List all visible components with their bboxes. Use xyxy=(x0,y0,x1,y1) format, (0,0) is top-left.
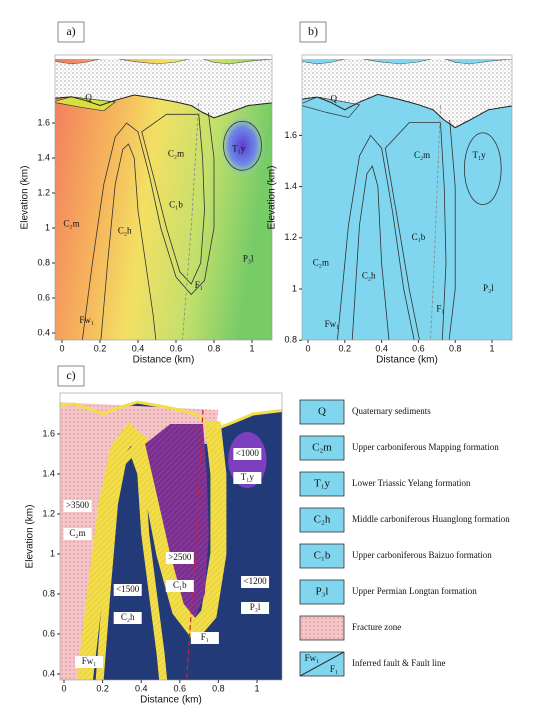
legend-text: Middle carboniferous Huanglong formation xyxy=(352,514,510,524)
y-axis-label: Elevation (km) xyxy=(25,505,36,569)
unit-label: P₃l xyxy=(250,602,261,612)
x-tick-label: 1 xyxy=(249,343,254,353)
y-tick-label: 1.6 xyxy=(284,130,297,140)
x-tick-label: 0.4 xyxy=(375,343,388,353)
x-tick-label: 0.2 xyxy=(339,343,352,353)
x-tick-label: 0.4 xyxy=(132,343,145,353)
y-tick-label: 1 xyxy=(50,548,55,558)
legend-text: Quaternary sediments xyxy=(352,406,431,416)
legend-symbol-text: Q xyxy=(318,406,326,418)
legend-symbol-text: C₂h xyxy=(314,514,331,526)
y-tick-label: 0.6 xyxy=(42,628,55,638)
unit-label: T₁y xyxy=(232,143,246,153)
unit-label: F₁ xyxy=(195,280,203,290)
unit-label: Fw₁ xyxy=(82,656,97,666)
legend-symbol-text: F₁ xyxy=(330,664,338,674)
legend-symbol-text: T₁y xyxy=(314,478,331,490)
y-tick-label: 0.8 xyxy=(37,257,50,267)
legend-text: Fracture zone xyxy=(352,622,401,632)
y-tick-label: 0.6 xyxy=(37,292,50,302)
legend-text: Lower Triassic Yelang formation xyxy=(352,478,471,488)
above-top xyxy=(55,55,272,59)
unit-label: C₂m xyxy=(313,257,329,267)
legend-symbol-text: C₁b xyxy=(314,550,331,562)
unit-label: C₁b xyxy=(173,580,187,590)
unit-label: Q xyxy=(85,93,92,103)
unit-label: C₂m xyxy=(69,528,85,538)
unit-label: C₂h xyxy=(121,612,135,622)
x-tick-label: 0.6 xyxy=(412,343,425,353)
y-axis-label: Elevation (km) xyxy=(267,166,278,230)
x-tick-label: 0.2 xyxy=(94,343,107,353)
x-tick-label: 0.8 xyxy=(208,343,221,353)
x-axis-label: Distance (km) xyxy=(140,695,202,706)
y-tick-label: 1.2 xyxy=(37,187,50,197)
unit-label: >2500 xyxy=(168,552,192,562)
y-tick-label: 1.4 xyxy=(42,468,55,478)
unit-label: T₁y xyxy=(241,472,255,482)
x-tick-label: 0.4 xyxy=(135,683,148,693)
legend-symbol-text: Fw₁ xyxy=(305,653,320,663)
y-tick-label: 1.2 xyxy=(284,232,297,242)
unit-label: Fw₁ xyxy=(79,315,94,325)
unit-label: P₃l xyxy=(243,254,254,264)
unit-label: C₂h xyxy=(118,226,132,236)
x-tick-label: 0.8 xyxy=(212,683,225,693)
y-tick-label: 1 xyxy=(45,222,50,232)
panel-c xyxy=(54,393,287,694)
unit-label: <1000 xyxy=(236,448,260,458)
unit-label: >3500 xyxy=(66,500,90,510)
x-tick-label: 0.8 xyxy=(449,343,462,353)
unit-label: F₁ xyxy=(201,632,209,642)
unit-label: T₁y xyxy=(473,150,487,160)
y-tick-label: 0.8 xyxy=(284,335,297,345)
unit-label: C₂m xyxy=(414,150,430,160)
y-tick-label: 1.2 xyxy=(42,508,55,518)
x-tick-label: 0.6 xyxy=(170,343,183,353)
unit-label: F₁ xyxy=(436,304,444,314)
unit-label: P₃l xyxy=(483,283,494,293)
legend-text: Upper carboniferous Baizuo formation xyxy=(352,550,492,560)
unit-label: C₁b xyxy=(169,199,183,209)
unit-label: C₂m xyxy=(63,219,79,229)
y-tick-label: 1.6 xyxy=(37,117,50,127)
y-tick-label: 1 xyxy=(292,283,297,293)
legend-symbol-text: P₃l xyxy=(315,586,328,598)
unit-label: C₁b xyxy=(412,232,426,242)
legend-symbol xyxy=(300,616,344,640)
x-tick-label: 0 xyxy=(59,343,64,353)
above-top xyxy=(302,55,512,59)
unit-label: <1500 xyxy=(116,584,140,594)
x-tick-label: 0.6 xyxy=(174,683,187,693)
y-tick-label: 0.4 xyxy=(37,327,50,337)
y-tick-label: 0.4 xyxy=(42,668,55,678)
y-tick-label: 1.4 xyxy=(37,152,50,162)
y-axis-label: Elevation (km) xyxy=(20,166,31,230)
x-axis-label: Distance (km) xyxy=(133,355,195,366)
x-tick-label: 0.2 xyxy=(96,683,109,693)
y-tick-label: 1.6 xyxy=(42,428,55,438)
unit-label: <1200 xyxy=(244,576,268,586)
legend-symbol-text: C₂m xyxy=(312,442,332,454)
panel-label: c) xyxy=(66,368,75,382)
unit-label: C₂h xyxy=(362,270,376,280)
figure: a) 0 0.2 0.4 0.6 0.8 1 0.4 0.6 0.8 1 1.2 1.4 1.6 Dista… xyxy=(0,0,546,718)
unit-label: Fw₁ xyxy=(325,319,340,329)
panel-label: a) xyxy=(66,24,75,38)
x-tick-label: 1 xyxy=(489,343,494,353)
unit-label: Q xyxy=(331,94,338,104)
legend-text: Upper Permian Longtan formation xyxy=(352,586,477,596)
y-tick-label: 1.4 xyxy=(284,181,297,191)
unit-label: C₂m xyxy=(168,149,184,159)
x-tick-label: 1 xyxy=(254,683,259,693)
legend-text: Inferred fault & Fault line xyxy=(352,658,445,668)
y-tick-label: 0.8 xyxy=(42,588,55,598)
x-axis-label: Distance (km) xyxy=(376,355,438,366)
x-tick-label: 0 xyxy=(61,683,66,693)
x-tick-label: 0 xyxy=(305,343,310,353)
panel-label: b) xyxy=(308,24,318,38)
legend-text: Upper carboniferous Mapping formation xyxy=(352,442,499,452)
